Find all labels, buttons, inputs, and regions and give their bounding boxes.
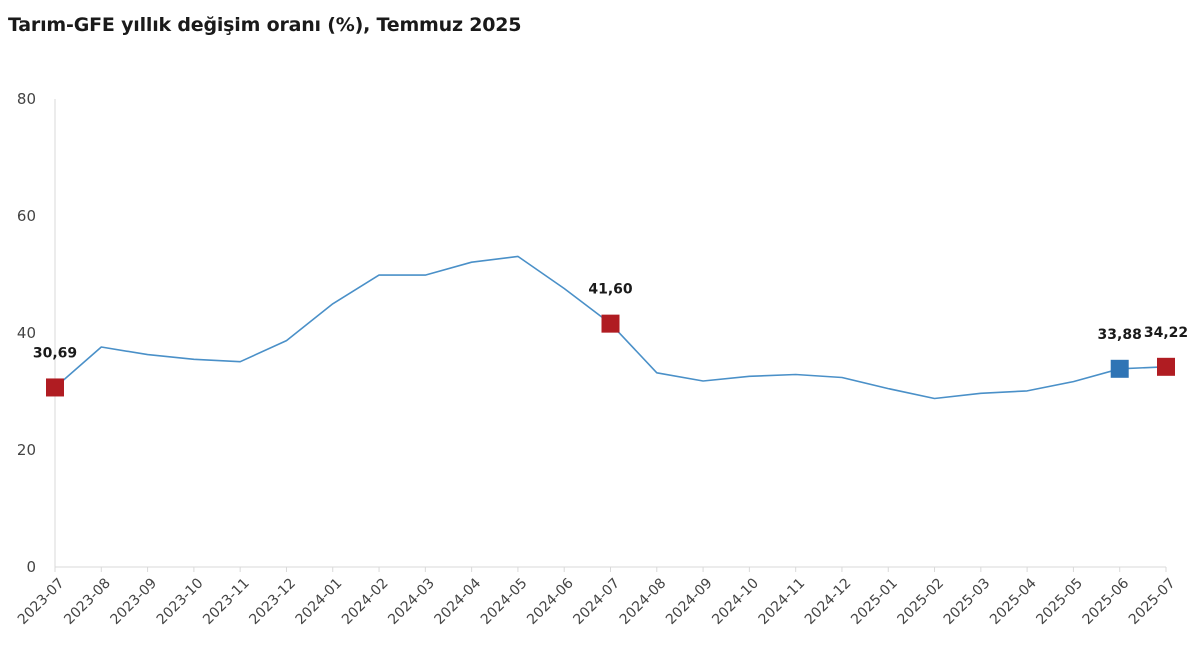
point-markers bbox=[46, 314, 1175, 397]
x-tick-label: 2024-12 bbox=[802, 575, 855, 628]
chart-title: Tarım-GFE yıllık değişim oranı (%), Temm… bbox=[8, 14, 522, 36]
x-tick-label: 2024-05 bbox=[478, 575, 531, 628]
x-tick-label: 2024-09 bbox=[663, 575, 716, 628]
highlight-marker bbox=[46, 378, 64, 397]
x-tick-label: 2025-01 bbox=[848, 575, 901, 628]
x-tick-label: 2025-07 bbox=[1126, 575, 1179, 628]
x-tick-label: 2024-07 bbox=[570, 575, 623, 628]
y-tick-label: 60 bbox=[17, 207, 36, 225]
x-tick-label: 2024-08 bbox=[617, 575, 670, 628]
x-tick-label: 2025-06 bbox=[1080, 575, 1133, 628]
data-label: 33,88 bbox=[1098, 327, 1142, 343]
x-tick-label: 2023-11 bbox=[200, 575, 253, 628]
x-tick-label: 2023-09 bbox=[108, 575, 161, 628]
x-tick-label: 2025-05 bbox=[1033, 575, 1086, 628]
data-label: 30,69 bbox=[33, 345, 77, 361]
axes bbox=[54, 99, 1166, 568]
x-tick-label: 2024-02 bbox=[339, 575, 392, 628]
x-tick-label: 2024-06 bbox=[524, 575, 577, 628]
x-tick-label: 2023-12 bbox=[246, 575, 299, 628]
x-tick-label: 2024-01 bbox=[293, 575, 346, 628]
x-tick-label: 2024-10 bbox=[709, 575, 762, 628]
highlight-marker bbox=[1157, 357, 1175, 376]
y-tick-label: 80 bbox=[17, 90, 36, 108]
x-tick-label: 2023-07 bbox=[15, 575, 68, 628]
x-tick-label: 2023-10 bbox=[154, 575, 207, 628]
data-label: 34,22 bbox=[1144, 325, 1188, 341]
data-labels: 30,69 41,60 33,88 34,22 bbox=[33, 282, 1188, 362]
x-tick-label: 2024-03 bbox=[385, 575, 438, 628]
y-tick-label: 40 bbox=[17, 324, 36, 342]
y-axis-ticks: 0 20 40 60 80 bbox=[17, 90, 36, 576]
y-tick-label: 20 bbox=[17, 441, 36, 459]
x-tick-label: 2025-03 bbox=[941, 575, 994, 628]
x-tick-label: 2023-08 bbox=[61, 575, 114, 628]
x-tick-label: 2024-04 bbox=[432, 575, 485, 628]
highlight-marker bbox=[601, 314, 620, 333]
highlight-marker bbox=[1110, 359, 1129, 378]
x-tick-label: 2025-04 bbox=[987, 575, 1040, 628]
x-tick-label: 2025-02 bbox=[894, 575, 947, 628]
x-axis-ticks: 2023-072023-082023-092023-102023-112023-… bbox=[15, 567, 1179, 628]
x-tick-label: 2024-11 bbox=[756, 575, 809, 628]
y-tick-label: 0 bbox=[26, 558, 36, 576]
data-label: 41,60 bbox=[588, 282, 633, 298]
